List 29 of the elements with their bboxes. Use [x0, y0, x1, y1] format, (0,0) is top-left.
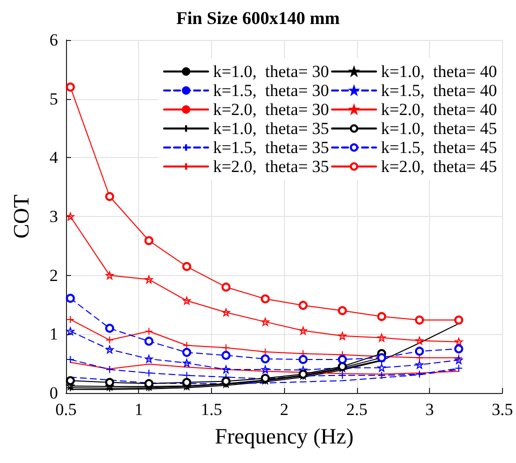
y-axis-title: COT — [8, 194, 34, 238]
y-tick-label: 1 — [50, 324, 58, 344]
y-tick-label: 3 — [50, 207, 58, 226]
x-tick-label: 0.5 — [55, 400, 77, 419]
x-tick-label: 3 — [425, 400, 434, 419]
x-tick-label: 1 — [134, 400, 143, 419]
legend-label: k=2.0, theta= 45 — [381, 157, 498, 176]
legend-label: k=1.0, theta= 40 — [381, 62, 498, 81]
legend-label: k=1.5, theta= 30 — [213, 81, 330, 100]
legend-label: k=1.0, theta= 45 — [381, 119, 498, 138]
x-tick-label: 2.5 — [346, 400, 368, 419]
chart-title: Fin Size 600x140 mm — [176, 8, 340, 28]
y-tick-label: 6 — [50, 30, 58, 50]
legend-label: k=1.5, theta= 40 — [381, 81, 498, 100]
y-tick-label: 5 — [50, 89, 58, 108]
y-tick-label: 4 — [50, 148, 58, 168]
x-tick-label: 1.5 — [200, 400, 222, 419]
legend-label: k=1.5, theta= 45 — [381, 138, 498, 157]
x-axis-title: Frequency (Hz) — [214, 424, 354, 448]
legend-label: k=1.0, theta= 30 — [213, 62, 330, 81]
x-tick-label: 3.5 — [492, 400, 513, 419]
legend-label: k=2.0, theta= 35 — [213, 157, 330, 176]
x-tick-label: 2 — [280, 400, 288, 419]
y-tick-label: 0 — [50, 384, 58, 402]
legend-label: k=1.0, theta= 35 — [213, 119, 330, 138]
legend-label: k=2.0, theta= 30 — [213, 100, 330, 119]
legend-label: k=1.5, theta= 35 — [213, 138, 330, 157]
legend-label: k=2.0, theta= 40 — [381, 100, 498, 119]
y-tick-label: 2 — [50, 266, 58, 285]
